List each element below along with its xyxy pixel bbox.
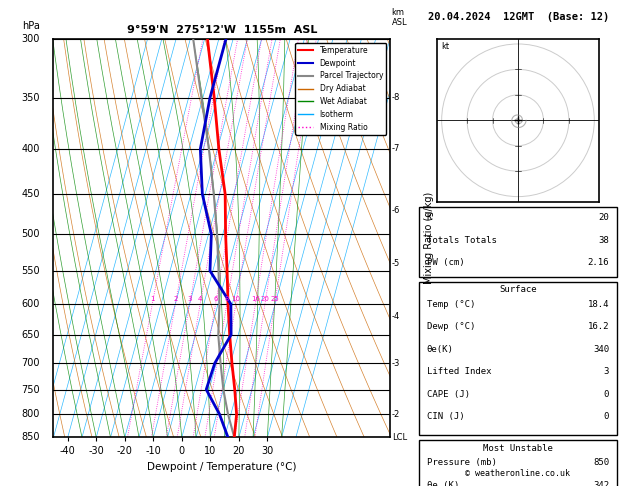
Text: 850: 850 — [21, 433, 40, 442]
Text: -2: -2 — [392, 410, 400, 419]
Text: Dewp (°C): Dewp (°C) — [427, 322, 476, 331]
Text: 450: 450 — [21, 189, 40, 199]
Text: 6: 6 — [213, 296, 218, 302]
Text: 1: 1 — [150, 296, 155, 302]
Text: 350: 350 — [21, 93, 40, 103]
Text: 500: 500 — [21, 229, 40, 239]
Text: 700: 700 — [21, 358, 40, 368]
Text: km
ASL: km ASL — [392, 7, 408, 27]
Text: K: K — [427, 213, 432, 222]
Text: 16.2: 16.2 — [587, 322, 609, 331]
Text: 850: 850 — [593, 458, 609, 468]
Text: -6: -6 — [392, 206, 400, 215]
Text: 20: 20 — [260, 296, 269, 302]
Text: Temp (°C): Temp (°C) — [427, 300, 476, 309]
Text: 4: 4 — [198, 296, 203, 302]
Legend: Temperature, Dewpoint, Parcel Trajectory, Dry Adiabat, Wet Adiabat, Isotherm, Mi: Temperature, Dewpoint, Parcel Trajectory… — [295, 43, 386, 135]
Text: Pressure (mb): Pressure (mb) — [427, 458, 497, 468]
Text: kt: kt — [442, 42, 450, 51]
Text: Mixing Ratio (g/kg): Mixing Ratio (g/kg) — [424, 192, 433, 284]
Text: 800: 800 — [21, 409, 40, 419]
Text: 650: 650 — [21, 330, 40, 340]
Text: 20: 20 — [598, 213, 609, 222]
Text: 0: 0 — [604, 390, 609, 399]
Text: θe (K): θe (K) — [427, 481, 459, 486]
Bar — [419, 282, 617, 435]
Text: 3: 3 — [187, 296, 192, 302]
Text: LCL: LCL — [392, 433, 407, 442]
Text: 38: 38 — [598, 236, 609, 245]
Text: 342: 342 — [593, 481, 609, 486]
Text: Lifted Index: Lifted Index — [427, 367, 491, 376]
Text: 2.16: 2.16 — [587, 259, 609, 267]
Text: Most Unstable: Most Unstable — [483, 444, 553, 453]
Text: 16: 16 — [251, 296, 260, 302]
Bar — [419, 440, 617, 486]
Text: -8: -8 — [392, 93, 400, 103]
Title: 9°59'N  275°12'W  1155m  ASL: 9°59'N 275°12'W 1155m ASL — [126, 25, 317, 35]
Text: -5: -5 — [392, 260, 400, 268]
Text: 0: 0 — [604, 413, 609, 421]
Text: 8: 8 — [225, 296, 229, 302]
Text: hPa: hPa — [22, 21, 40, 31]
Text: 2: 2 — [173, 296, 177, 302]
Text: 750: 750 — [21, 384, 40, 395]
Text: 25: 25 — [270, 296, 279, 302]
Text: -3: -3 — [392, 359, 400, 367]
Text: θe(K): θe(K) — [427, 345, 454, 354]
Text: 550: 550 — [21, 266, 40, 276]
Text: -4: -4 — [392, 312, 400, 321]
Text: CAPE (J): CAPE (J) — [427, 390, 470, 399]
X-axis label: Dewpoint / Temperature (°C): Dewpoint / Temperature (°C) — [147, 462, 296, 472]
Text: -7: -7 — [392, 144, 400, 154]
Text: 340: 340 — [593, 345, 609, 354]
Text: © weatheronline.co.uk: © weatheronline.co.uk — [465, 469, 571, 478]
Bar — [419, 207, 617, 277]
Text: 600: 600 — [21, 299, 40, 309]
Text: Surface: Surface — [499, 285, 537, 294]
Text: 10: 10 — [231, 296, 240, 302]
Text: 20.04.2024  12GMT  (Base: 12): 20.04.2024 12GMT (Base: 12) — [428, 12, 610, 22]
Text: Totals Totals: Totals Totals — [427, 236, 497, 245]
Text: 300: 300 — [21, 34, 40, 44]
Text: PW (cm): PW (cm) — [427, 259, 464, 267]
Text: CIN (J): CIN (J) — [427, 413, 464, 421]
Text: 3: 3 — [604, 367, 609, 376]
Text: 400: 400 — [21, 144, 40, 154]
Text: 18.4: 18.4 — [587, 300, 609, 309]
